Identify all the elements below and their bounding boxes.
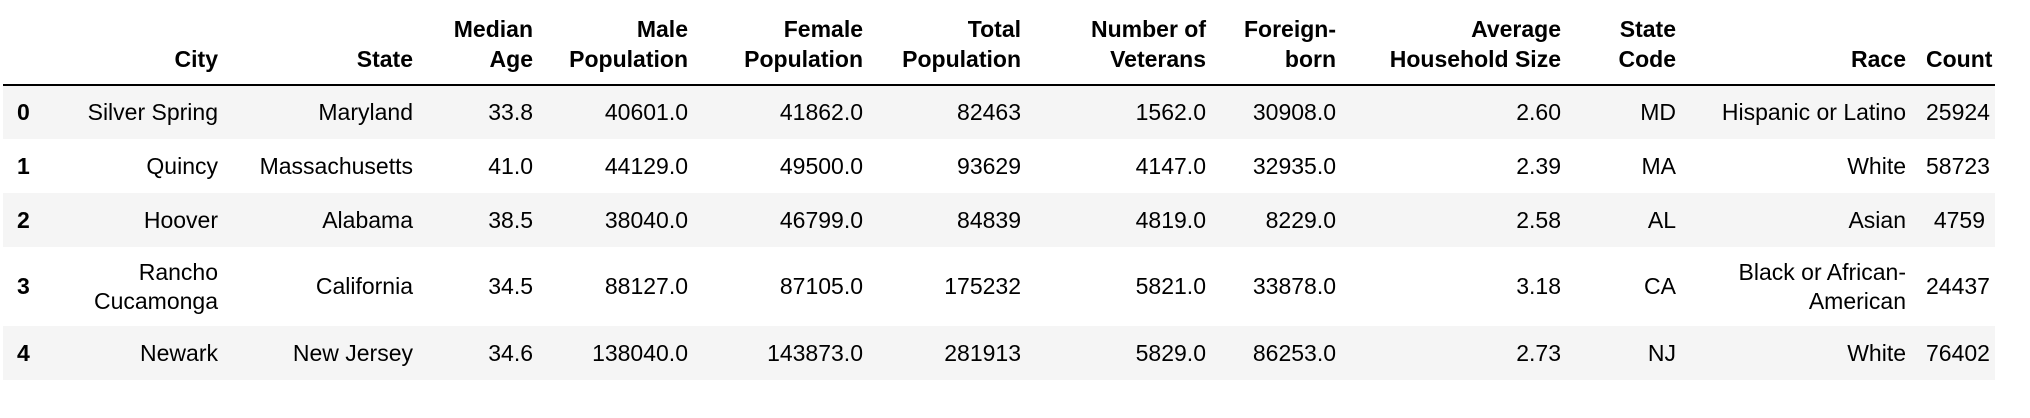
cell-male-population: 40601.0 <box>604 99 688 125</box>
cell-city: Rancho Cucamonga <box>93 258 218 314</box>
cell-state: Massachusetts <box>259 152 413 179</box>
cell-foreign-born: 86253.0 <box>1252 339 1336 366</box>
cell-total-population: 281913 <box>944 339 1021 366</box>
cell-median-age: 38.5 <box>488 206 533 233</box>
cell-race: White <box>1847 152 1906 179</box>
table-row: 3 Rancho Cucamonga California 34.5 88127… <box>3 247 1995 326</box>
column-header-state: State <box>228 14 423 86</box>
cell-male-population: 44129.0 <box>604 152 688 179</box>
cell-state-code: NJ <box>1647 339 1676 366</box>
cell-total-population: 82463 <box>957 99 1021 125</box>
cell-average-household-size: 2.58 <box>1516 206 1561 233</box>
row-index: 1 <box>17 152 30 179</box>
cell-state: New Jersey <box>292 339 413 366</box>
cell-number-of-veterans: 5829.0 <box>1135 339 1206 366</box>
cell-average-household-size: 2.73 <box>1516 339 1561 366</box>
cell-average-household-size: 3.18 <box>1516 273 1561 299</box>
cell-number-of-veterans: 4147.0 <box>1135 152 1206 179</box>
cell-count: 76402 <box>1926 339 1990 366</box>
column-header-foreign-born: Foreign-born <box>1216 14 1346 86</box>
cell-average-household-size: 2.60 <box>1516 99 1561 125</box>
row-index: 3 <box>17 273 30 299</box>
cell-female-population: 143873.0 <box>767 339 863 366</box>
column-header-median-age: Median Age <box>423 14 543 86</box>
column-header-number-of-veterans: Number of Veterans <box>1031 14 1216 86</box>
cell-state: Maryland <box>318 99 413 125</box>
table-row: 1 Quincy Massachusetts 41.0 44129.0 4950… <box>3 139 1995 193</box>
cell-race: White <box>1847 339 1906 366</box>
cell-count: 25924 <box>1926 99 1990 125</box>
cell-race: Hispanic or Latino <box>1721 99 1906 125</box>
cell-race: Black or African-American <box>1738 258 1906 314</box>
cell-median-age: 34.6 <box>488 339 533 366</box>
row-index: 0 <box>17 99 30 125</box>
column-header-race: Race <box>1686 14 1916 86</box>
column-header-female-population: Female Population <box>698 14 873 86</box>
cell-total-population: 93629 <box>957 152 1021 179</box>
cell-female-population: 49500.0 <box>779 152 863 179</box>
cell-state-code: CA <box>1644 273 1676 299</box>
index-header <box>3 14 48 86</box>
row-index: 4 <box>17 339 30 366</box>
cell-foreign-born: 33878.0 <box>1252 273 1336 299</box>
cell-city: Quincy <box>146 152 218 179</box>
cell-female-population: 87105.0 <box>779 273 863 299</box>
cell-male-population: 138040.0 <box>592 339 688 366</box>
row-index: 2 <box>17 206 30 233</box>
cell-total-population: 84839 <box>957 206 1021 233</box>
table-row: 2 Hoover Alabama 38.5 38040.0 46799.0 84… <box>3 193 1995 247</box>
cell-female-population: 46799.0 <box>779 206 863 233</box>
cell-race: Asian <box>1848 206 1906 233</box>
cell-number-of-veterans: 4819.0 <box>1135 206 1206 233</box>
cell-city: Silver Spring <box>87 99 218 125</box>
cell-state-code: MA <box>1641 152 1677 179</box>
cell-foreign-born: 32935.0 <box>1252 152 1336 179</box>
data-table: City State Median Age Male Population Fe… <box>3 14 1995 380</box>
cell-median-age: 41.0 <box>488 152 533 179</box>
cell-count: 58723 <box>1926 152 1990 179</box>
column-header-state-code: State Code <box>1571 14 1686 86</box>
table-header: City State Median Age Male Population Fe… <box>3 14 1995 86</box>
cell-male-population: 88127.0 <box>604 273 688 299</box>
cell-state: Alabama <box>322 206 413 233</box>
column-header-city: City <box>48 14 228 86</box>
cell-state-code: MD <box>1640 99 1676 125</box>
cell-city: Newark <box>140 339 218 366</box>
cell-state-code: AL <box>1647 206 1676 233</box>
cell-city: Hoover <box>143 206 218 233</box>
cell-number-of-veterans: 1562.0 <box>1135 99 1206 125</box>
column-header-count: Count <box>1916 14 1995 86</box>
cell-state: California <box>315 273 413 299</box>
table-row: 0 Silver Spring Maryland 33.8 40601.0 41… <box>3 85 1995 139</box>
cell-foreign-born: 8229.0 <box>1265 206 1336 233</box>
table-body: 0 Silver Spring Maryland 33.8 40601.0 41… <box>3 85 1995 380</box>
cell-male-population: 38040.0 <box>604 206 688 233</box>
cell-median-age: 34.5 <box>488 273 533 299</box>
cell-foreign-born: 30908.0 <box>1252 99 1336 125</box>
cell-average-household-size: 2.39 <box>1516 152 1561 179</box>
header-row: City State Median Age Male Population Fe… <box>3 14 1995 86</box>
cell-count: 4759 <box>1933 206 1985 233</box>
column-header-male-population: Male Population <box>543 14 698 86</box>
column-header-total-population: Total Population <box>873 14 1031 86</box>
cell-number-of-veterans: 5821.0 <box>1135 273 1206 299</box>
column-header-average-household-size: Average Household Size <box>1346 14 1571 86</box>
cell-total-population: 175232 <box>944 273 1021 299</box>
cell-median-age: 33.8 <box>488 99 533 125</box>
cell-count: 24437 <box>1926 273 1990 299</box>
table-row: 4 Newark New Jersey 34.6 138040.0 143873… <box>3 326 1995 380</box>
cell-female-population: 41862.0 <box>779 99 863 125</box>
